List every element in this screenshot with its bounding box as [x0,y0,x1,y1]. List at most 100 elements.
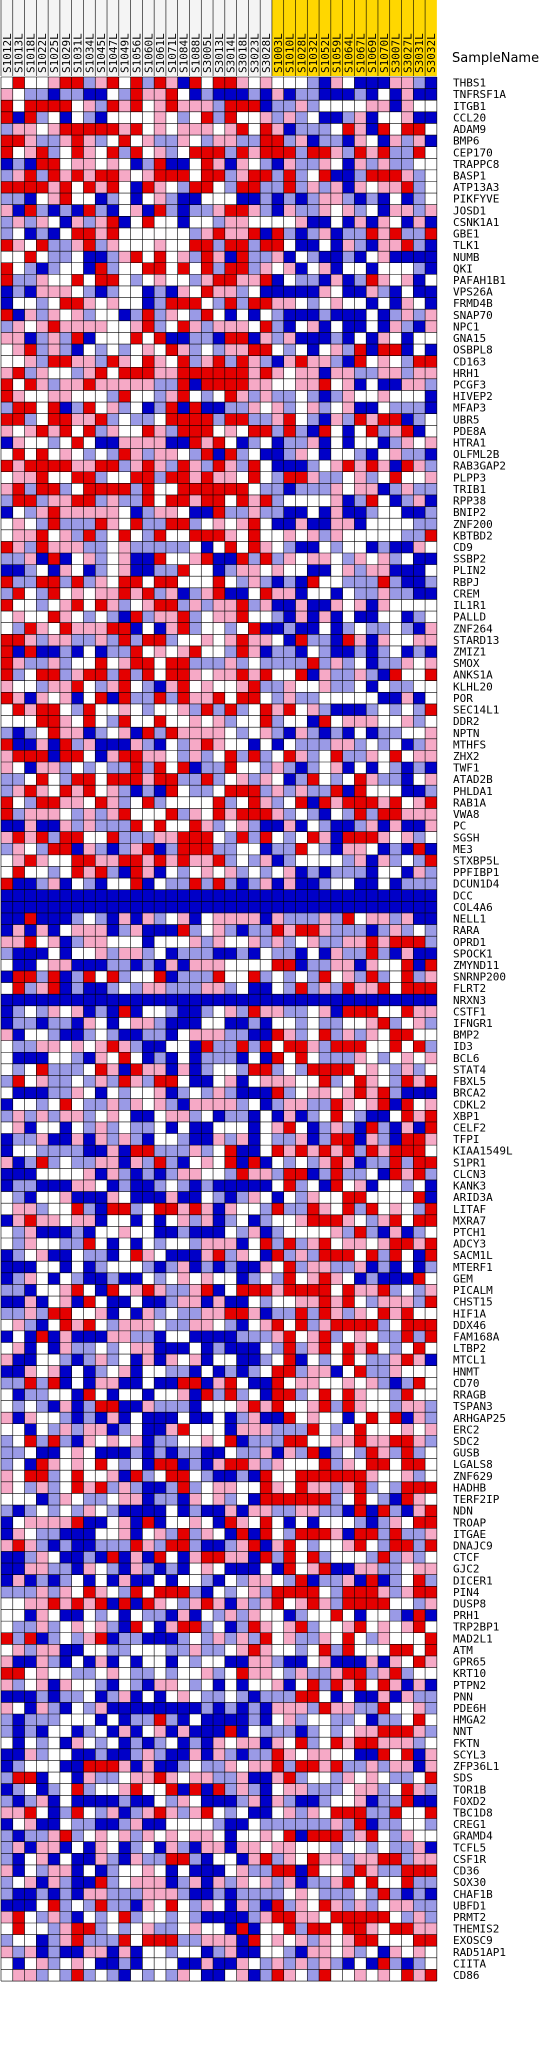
heatmap-cell [189,320,202,333]
heatmap-cell [71,181,84,194]
heatmap-cell [95,854,108,867]
heatmap-cell [189,378,202,391]
heatmap-cell [71,645,84,658]
heatmap-cell [213,169,225,182]
heatmap-cell [401,494,414,507]
heatmap-cell [12,1214,25,1227]
heatmap-cell [130,1272,143,1285]
heatmap-cell [201,88,214,101]
heatmap-cell [107,1214,119,1227]
heatmap-cell [425,1574,437,1587]
heatmap-cell [177,1470,190,1482]
heatmap-cell [213,634,225,646]
heatmap-cell [342,1400,355,1413]
heatmap-cell [12,181,25,194]
heatmap-cell [142,367,155,379]
heatmap-cell [224,970,237,983]
heatmap-cell [354,216,367,228]
heatmap-cell [248,645,261,658]
heatmap-cell [401,703,414,716]
heatmap-cell [236,703,249,716]
heatmap-cell [189,657,202,670]
heatmap-cell [377,297,390,310]
heatmap-cell [24,1470,37,1482]
heatmap-cell [71,773,84,786]
heatmap-cell [377,483,390,495]
heatmap-cell [236,1551,249,1564]
heatmap-cell [224,378,237,391]
heatmap-cell [71,1249,84,1262]
heatmap-cell [377,669,390,681]
heatmap-cell [295,251,308,263]
heatmap-cell [201,77,214,89]
heatmap-cell [118,460,131,472]
heatmap-cell [201,1586,214,1598]
heatmap-cell [401,854,414,867]
heatmap-cell [260,460,272,472]
heatmap-cell [154,158,166,170]
heatmap-cell [319,1052,331,1064]
heatmap-cell [48,680,60,693]
heatmap-cell [330,1296,343,1308]
heatmap-cell [377,1156,390,1169]
heatmap-cell [165,970,178,983]
heatmap-cell [177,1017,190,1030]
heatmap-cell [12,1226,25,1238]
heatmap-cell [425,1539,437,1552]
heatmap-cell [189,889,202,902]
heatmap-cell [95,1284,108,1297]
heatmap-cell [154,1574,166,1587]
heatmap-cell [36,936,49,948]
heatmap-cell [425,889,437,902]
heatmap-cell [236,436,249,449]
heatmap-cell [283,657,296,670]
heatmap-cell [307,1423,320,1436]
heatmap-cell [189,1435,202,1447]
heatmap-cell [354,402,367,414]
heatmap-cell [354,1319,367,1331]
heatmap-cell [342,785,355,797]
heatmap-cell [24,1342,37,1355]
heatmap-cell [71,1388,84,1401]
heatmap-cell [48,1388,60,1401]
heatmap-cell [1,970,13,983]
heatmap-cell [319,680,331,693]
heatmap-cell [389,645,402,658]
heatmap-cell [71,494,84,507]
heatmap-cell [413,576,426,588]
heatmap-cell [307,1458,320,1471]
heatmap-cell [389,1551,402,1564]
heatmap-cell [295,541,308,554]
heatmap-cell [154,785,166,797]
heatmap-cell [271,785,284,797]
heatmap-cell [330,1110,343,1122]
heatmap-cell [425,1156,437,1169]
heatmap-cell [307,936,320,948]
heatmap-cell [1,854,13,867]
heatmap-cell [107,1563,119,1575]
heatmap-cell [413,135,426,147]
heatmap-cell [107,750,119,762]
heatmap-cell [71,1354,84,1366]
heatmap-cell [177,285,190,298]
heatmap-cell [59,576,72,588]
heatmap-cell [142,181,155,194]
heatmap-cell [307,88,320,101]
heatmap-cell [107,1296,119,1308]
heatmap-cell [130,1226,143,1238]
heatmap-cell [201,611,214,623]
heatmap-cell [24,599,37,612]
heatmap-cell [24,622,37,635]
heatmap-cell [154,1586,166,1598]
heatmap-cell [12,1203,25,1215]
heatmap-cell [24,1098,37,1111]
heatmap-cell [413,1481,426,1494]
heatmap-cell [48,1458,60,1471]
heatmap-cell [189,599,202,612]
heatmap-cell [271,1458,284,1471]
heatmap-cell [366,425,378,437]
heatmap-cell [236,773,249,786]
heatmap-cell [413,785,426,797]
heatmap-cell [1,645,13,658]
heatmap-cell [236,1354,249,1366]
